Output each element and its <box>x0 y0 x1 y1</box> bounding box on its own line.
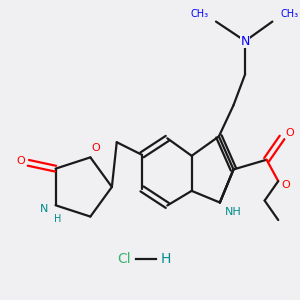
Text: N: N <box>241 34 250 47</box>
Text: O: O <box>286 128 294 139</box>
Text: O: O <box>282 180 290 190</box>
Text: H: H <box>160 252 171 266</box>
Text: N: N <box>39 204 48 214</box>
Text: H: H <box>54 214 61 224</box>
Text: O: O <box>92 142 100 153</box>
Text: NH: NH <box>225 207 242 217</box>
Text: CH₃: CH₃ <box>190 9 208 19</box>
Text: Cl: Cl <box>118 252 131 266</box>
Text: O: O <box>16 156 25 166</box>
Text: CH₃: CH₃ <box>280 9 298 19</box>
